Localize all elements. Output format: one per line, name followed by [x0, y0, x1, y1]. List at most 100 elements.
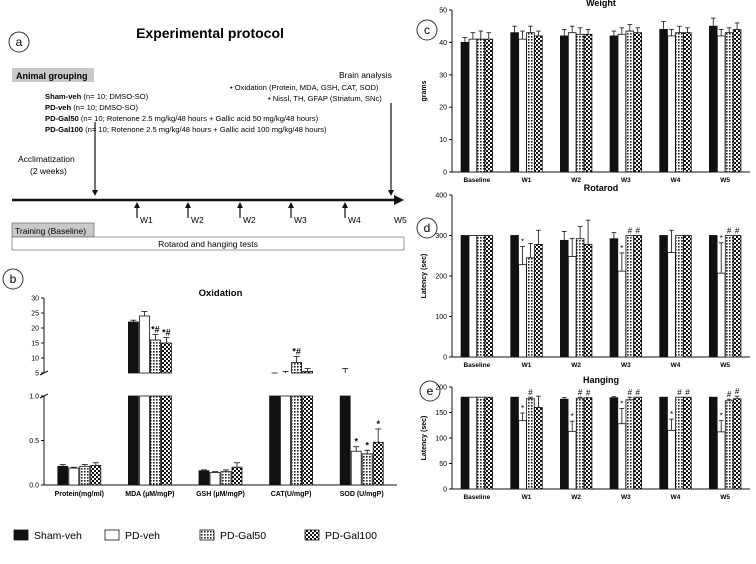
group-line-2: PD-Gal50 (n= 10; Rotenone 2.5 mg/kg/48 h… — [45, 114, 319, 123]
grouping-header-box — [12, 68, 94, 82]
rotarod-chart: Rotarod 0 100 200 300 400 Latency (sec) Baselin… — [421, 183, 750, 369]
y-tick-label: 400 — [435, 193, 447, 200]
y-tick-label: 1.0 — [29, 394, 39, 401]
significance-mark: # — [735, 227, 740, 236]
bar — [526, 257, 535, 358]
significance-mark: * — [365, 440, 369, 450]
chart-title: Oxidation — [199, 288, 243, 299]
bar — [79, 465, 91, 486]
bar — [583, 397, 593, 490]
panel-label-a-text: a — [16, 35, 23, 49]
bar-lower-segment — [160, 395, 172, 486]
brain-analysis-item-0: • Oxidation (Protein, MDA, GSH, CAT, SOD… — [230, 83, 379, 92]
bar — [510, 235, 519, 358]
y-tick-label: 50 — [439, 8, 447, 15]
legend-swatch — [104, 529, 120, 541]
bar — [468, 396, 478, 490]
bar — [534, 406, 543, 490]
bar — [526, 32, 535, 173]
chart-title: Hanging — [583, 375, 619, 385]
week-ticks: W1 W2 W2 W3 W4 W5 — [134, 202, 407, 225]
acclimatization-arrowhead — [92, 190, 98, 196]
bar — [708, 235, 718, 358]
bar — [724, 235, 734, 358]
x-tick-label: Baseline — [463, 177, 490, 184]
bar-lower-segment — [127, 395, 139, 486]
x-tick-label: Baseline — [463, 494, 490, 501]
significance-mark: # — [528, 388, 533, 397]
significance-mark: * — [521, 237, 524, 246]
bar — [460, 235, 470, 358]
panel-label-a: a — [8, 31, 30, 53]
bar-upper-segment — [149, 339, 161, 374]
bar — [518, 38, 527, 173]
bar — [683, 32, 692, 173]
bar — [575, 33, 585, 173]
panel-label-e-text: e — [427, 384, 434, 398]
bar-lower-segment — [149, 395, 161, 486]
x-tick-label: W3 — [621, 177, 631, 184]
x-tick-label: W3 — [621, 494, 631, 501]
bar-lower-segment — [339, 395, 351, 486]
bar — [633, 396, 643, 490]
bar — [609, 238, 619, 358]
significance-mark: * — [571, 412, 574, 421]
bar — [460, 396, 470, 490]
significance-mark: *# — [151, 325, 160, 335]
x-tick-label: W3 — [621, 362, 631, 369]
x-tick-label: GSH (µM/mgP) — [196, 491, 245, 498]
x-tick-label: W2 — [571, 177, 581, 184]
bar — [625, 399, 635, 490]
y-tick-label: 0 — [443, 355, 447, 362]
x-tick-label: W4 — [671, 494, 681, 501]
y-tick-label: 100 — [435, 314, 447, 321]
x-tick-label: CAT(U/mgP) — [271, 491, 312, 498]
bar — [625, 235, 635, 358]
week-tick-arrowhead — [134, 202, 140, 208]
legend: Sham-veh PD-veh PD-Gal50 PD-Gal100 — [13, 529, 377, 542]
bar — [667, 429, 676, 490]
bar — [231, 466, 243, 486]
significance-mark: * — [620, 399, 623, 408]
y-tick-label: 25 — [31, 311, 39, 318]
week-tick-label: W2 — [243, 215, 256, 225]
x-tick-label: W4 — [671, 362, 681, 369]
bar — [476, 38, 486, 173]
bar — [90, 465, 102, 486]
significance-mark: *# — [162, 328, 171, 338]
group-line-0: Sham-veh (n= 10; DMSO-SO) — [45, 92, 149, 101]
bar — [510, 396, 519, 490]
bar — [567, 430, 577, 490]
bar — [659, 29, 668, 173]
significance-mark: * — [354, 437, 358, 447]
legend-label: PD-veh — [125, 530, 160, 542]
week-tick-label: W5 — [394, 215, 407, 225]
bar-lower-segment — [291, 395, 303, 486]
legend-swatch — [199, 529, 215, 541]
significance-mark: * — [521, 404, 524, 413]
bar — [534, 244, 543, 358]
x-tick-label: Baseline — [463, 362, 490, 369]
week-tick-label: W1 — [140, 215, 153, 225]
bar — [575, 397, 585, 490]
chart-title: Weight — [586, 0, 616, 8]
x-tick-label: W1 — [522, 177, 532, 184]
panel-label-b: b — [2, 268, 24, 290]
panel-label-b-text: b — [10, 272, 17, 286]
bar-upper-segment — [138, 315, 150, 374]
grouping-header: Animal grouping — [16, 71, 88, 81]
legend-label: Sham-veh — [34, 530, 82, 542]
bar — [518, 420, 527, 490]
panel-label-d-text: d — [424, 221, 431, 235]
bar — [716, 431, 726, 490]
y-tick-label: 5 — [35, 371, 39, 378]
significance-mark: # — [586, 389, 591, 398]
bar — [460, 42, 470, 173]
weight-chart: Weight 0 10 20 30 40 50 grams Baseline W1 W2 W3 W4 W5 — [421, 0, 750, 184]
week-tick-arrowhead — [288, 202, 294, 208]
legend-swatch — [304, 529, 320, 541]
significance-mark: # — [628, 388, 633, 397]
y-tick-label: 200 — [435, 385, 447, 392]
legend-label: PD-Gal50 — [220, 530, 266, 542]
bar — [675, 32, 684, 173]
